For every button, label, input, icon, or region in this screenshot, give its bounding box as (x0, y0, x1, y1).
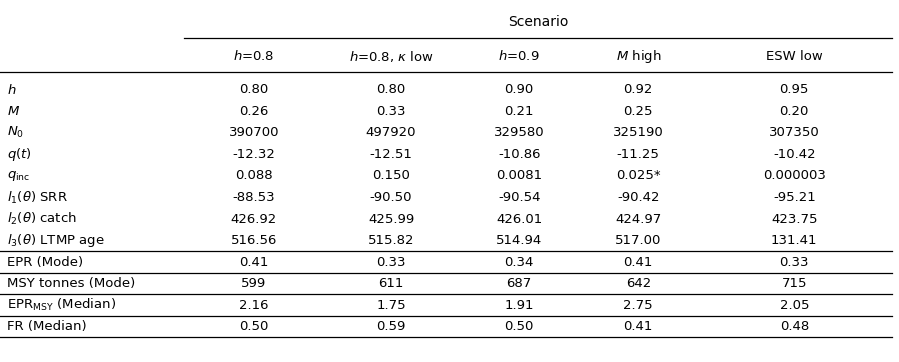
Text: -12.51: -12.51 (369, 148, 413, 161)
Text: 0.088: 0.088 (236, 169, 272, 182)
Text: 0.34: 0.34 (504, 256, 534, 269)
Text: $l_1(\theta)$ SRR: $l_1(\theta)$ SRR (7, 189, 68, 206)
Text: Scenario: Scenario (508, 16, 568, 29)
Text: 0.95: 0.95 (779, 83, 809, 96)
Text: 0.80: 0.80 (239, 83, 269, 96)
Text: 0.26: 0.26 (239, 105, 269, 118)
Text: $h$: $h$ (7, 83, 17, 97)
Text: 0.92: 0.92 (624, 83, 653, 96)
Text: 425.99: 425.99 (368, 212, 414, 226)
Text: FR (Median): FR (Median) (7, 320, 87, 333)
Text: 0.025*: 0.025* (616, 169, 661, 182)
Text: 329580: 329580 (494, 126, 545, 139)
Text: 611: 611 (378, 277, 404, 290)
Text: 599: 599 (241, 277, 267, 290)
Text: 715: 715 (781, 277, 807, 290)
Text: $q(t)$: $q(t)$ (7, 146, 32, 163)
Text: 2.75: 2.75 (624, 299, 653, 312)
Text: 131.41: 131.41 (771, 234, 817, 247)
Text: $l_3(\theta)$ LTMP age: $l_3(\theta)$ LTMP age (7, 232, 105, 249)
Text: $N_0$: $N_0$ (7, 125, 24, 140)
Text: 0.000003: 0.000003 (763, 169, 825, 182)
Text: EPR (Mode): EPR (Mode) (7, 256, 84, 269)
Text: -10.86: -10.86 (498, 148, 540, 161)
Text: 0.25: 0.25 (624, 105, 653, 118)
Text: 642: 642 (626, 277, 651, 290)
Text: 390700: 390700 (228, 126, 280, 139)
Text: -90.42: -90.42 (617, 191, 660, 204)
Text: 514.94: 514.94 (496, 234, 542, 247)
Text: 307350: 307350 (769, 126, 820, 139)
Text: EPR$_{\mathrm{MSY}}$ (Median): EPR$_{\mathrm{MSY}}$ (Median) (7, 297, 116, 313)
Text: $l_2(\theta)$ catch: $l_2(\theta)$ catch (7, 211, 77, 227)
Text: $h$=0.8: $h$=0.8 (234, 49, 274, 63)
Text: $h$=0.9: $h$=0.9 (498, 49, 540, 63)
Text: ESW low: ESW low (766, 50, 823, 63)
Text: 424.97: 424.97 (615, 212, 662, 226)
Text: -90.54: -90.54 (498, 191, 540, 204)
Text: -11.25: -11.25 (617, 148, 660, 161)
Text: 0.59: 0.59 (377, 320, 405, 333)
Text: $h$=0.8, $\kappa$ low: $h$=0.8, $\kappa$ low (349, 49, 433, 64)
Text: 423.75: 423.75 (771, 212, 817, 226)
Text: 516.56: 516.56 (231, 234, 277, 247)
Text: 0.80: 0.80 (377, 83, 405, 96)
Text: 0.20: 0.20 (779, 105, 809, 118)
Text: 0.33: 0.33 (779, 256, 809, 269)
Text: 426.01: 426.01 (496, 212, 542, 226)
Text: -88.53: -88.53 (233, 191, 275, 204)
Text: 687: 687 (506, 277, 532, 290)
Text: 2.16: 2.16 (239, 299, 269, 312)
Text: 0.0081: 0.0081 (496, 169, 542, 182)
Text: 0.150: 0.150 (372, 169, 410, 182)
Text: 0.41: 0.41 (624, 256, 653, 269)
Text: 0.48: 0.48 (779, 320, 809, 333)
Text: 0.90: 0.90 (504, 83, 534, 96)
Text: 426.92: 426.92 (231, 212, 277, 226)
Text: $q_{\mathrm{inc}}$: $q_{\mathrm{inc}}$ (7, 169, 31, 183)
Text: -12.32: -12.32 (233, 148, 275, 161)
Text: 325190: 325190 (613, 126, 663, 139)
Text: -95.21: -95.21 (773, 191, 815, 204)
Text: 0.41: 0.41 (624, 320, 653, 333)
Text: 1.91: 1.91 (504, 299, 534, 312)
Text: 0.33: 0.33 (377, 256, 405, 269)
Text: 517.00: 517.00 (615, 234, 662, 247)
Text: 0.33: 0.33 (377, 105, 405, 118)
Text: 0.41: 0.41 (239, 256, 269, 269)
Text: $M$: $M$ (7, 105, 21, 118)
Text: 0.21: 0.21 (504, 105, 534, 118)
Text: 1.75: 1.75 (377, 299, 405, 312)
Text: -10.42: -10.42 (773, 148, 815, 161)
Text: 2.05: 2.05 (779, 299, 809, 312)
Text: -90.50: -90.50 (369, 191, 413, 204)
Text: 0.50: 0.50 (504, 320, 534, 333)
Text: 497920: 497920 (366, 126, 416, 139)
Text: MSY tonnes (Mode): MSY tonnes (Mode) (7, 277, 136, 290)
Text: $M$ high: $M$ high (616, 48, 661, 64)
Text: 0.50: 0.50 (239, 320, 269, 333)
Text: 515.82: 515.82 (368, 234, 414, 247)
